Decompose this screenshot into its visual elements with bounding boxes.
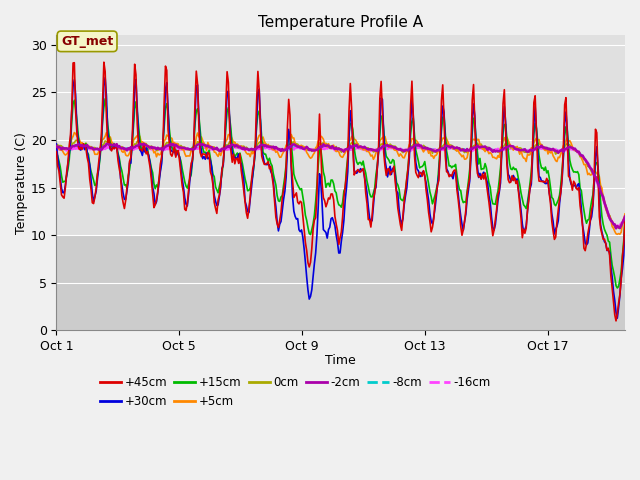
Text: GT_met: GT_met xyxy=(61,35,113,48)
X-axis label: Time: Time xyxy=(325,354,356,367)
Title: Temperature Profile A: Temperature Profile A xyxy=(258,15,423,30)
Legend: +45cm, +30cm, +15cm, +5cm, 0cm, -2cm, -8cm, -16cm: +45cm, +30cm, +15cm, +5cm, 0cm, -2cm, -8… xyxy=(95,372,495,413)
Bar xyxy=(56,235,625,330)
Y-axis label: Temperature (C): Temperature (C) xyxy=(15,132,28,234)
